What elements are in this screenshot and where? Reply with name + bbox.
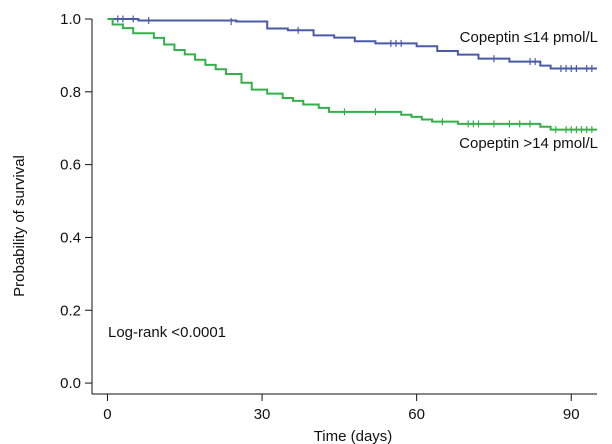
series-0 bbox=[107, 15, 597, 73]
axes bbox=[91, 19, 597, 395]
x-tick-label: 60 bbox=[408, 406, 425, 423]
y-axis-title: Probability of survival bbox=[11, 155, 28, 297]
y-tick-label: 0.6 bbox=[60, 157, 81, 174]
log-rank-annotation: Log-rank <0.0001 bbox=[108, 324, 226, 341]
series-label-copeptin-high: Copeptin >14 pmol/L bbox=[459, 135, 598, 152]
y-tick-label: 0.0 bbox=[60, 375, 81, 392]
survival-curve-line bbox=[107, 18, 597, 70]
survival-curve-line bbox=[107, 18, 597, 131]
series-1 bbox=[107, 18, 597, 134]
series-label-copeptin-low: Copeptin ≤14 pmol/L bbox=[460, 29, 598, 46]
x-axis-title: Time (days) bbox=[314, 428, 393, 444]
y-tick-label: 1.0 bbox=[60, 11, 81, 28]
survival-curves bbox=[107, 15, 597, 134]
x-tick-label: 30 bbox=[254, 406, 271, 423]
x-tick-label: 90 bbox=[563, 406, 580, 423]
y-tick-label: 0.4 bbox=[60, 229, 81, 246]
y-tick-label: 0.2 bbox=[60, 302, 81, 319]
x-ticks: 0 30 60 90 bbox=[103, 394, 580, 423]
y-ticks: 0.0 0.2 0.4 0.6 0.8 1.0 bbox=[60, 11, 92, 392]
y-tick-label: 0.8 bbox=[60, 84, 81, 101]
x-tick-label: 0 bbox=[103, 406, 111, 423]
